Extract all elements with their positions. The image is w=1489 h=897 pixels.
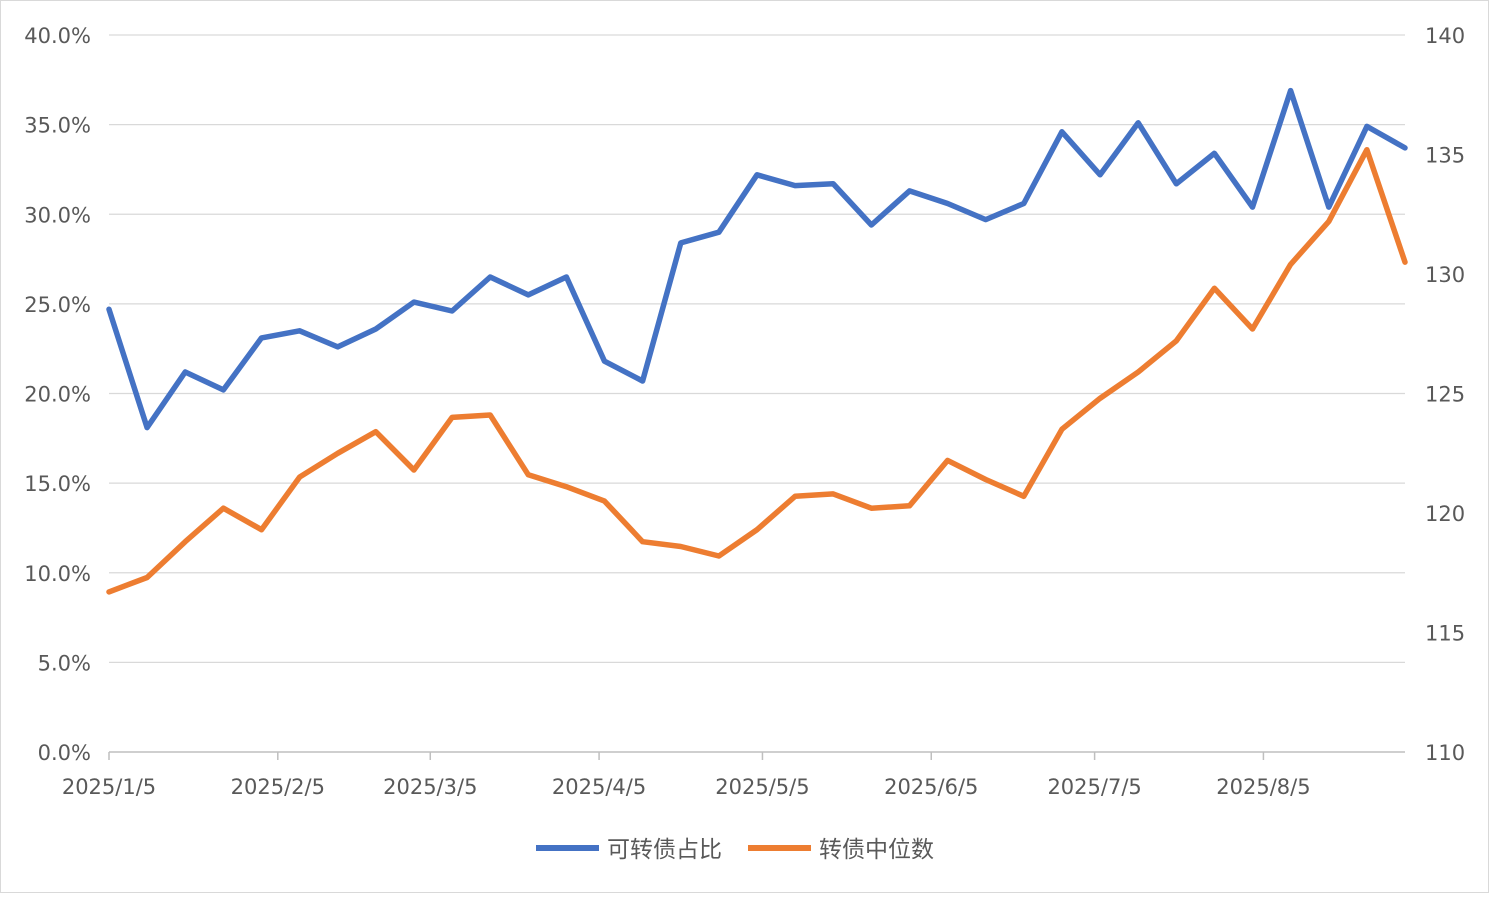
x-tick-label: 2025/4/5: [552, 775, 646, 799]
left-tick-label: 30.0%: [24, 203, 91, 227]
x-axis-ticks: 2025/1/5 2025/2/5 2025/3/5 2025/4/5 2025/5/5…: [62, 752, 1311, 799]
left-tick-label: 15.0%: [24, 472, 91, 496]
right-tick-label: 120: [1425, 502, 1465, 526]
right-tick-label: 130: [1425, 263, 1465, 287]
series-lines: [106, 87, 1408, 595]
left-axis-ticks: 0.0% 5.0% 10.0% 15.0% 20.0% 25.0% 30.0% 35.0% 40…: [24, 24, 91, 765]
series-line-convertible-share: [106, 87, 1408, 431]
right-tick-label: 140: [1425, 24, 1465, 48]
legend: 可转债占比 转债中位数: [536, 837, 934, 863]
x-tick-label: 2025/5/5: [715, 775, 809, 799]
x-tick-label: 2025/2/5: [231, 775, 325, 799]
left-tick-label: 35.0%: [24, 114, 91, 138]
right-axis-ticks: 110 115 120 125 130 135 140: [1425, 24, 1465, 765]
gridlines: [109, 34, 1405, 664]
right-tick-label: 115: [1425, 622, 1465, 646]
legend-label-convertible-share: 可转债占比: [607, 837, 722, 863]
left-tick-label: 20.0%: [24, 383, 91, 407]
x-tick-label: 2025/7/5: [1047, 775, 1141, 799]
x-tick-label: 2025/3/5: [383, 775, 477, 799]
left-tick-label: 25.0%: [24, 293, 91, 317]
left-tick-label: 5.0%: [38, 651, 91, 675]
x-tick-label: 2025/8/5: [1216, 775, 1310, 799]
series-line-median-price: [106, 146, 1408, 595]
legend-label-median-price: 转债中位数: [819, 837, 934, 863]
right-tick-label: 135: [1425, 144, 1465, 168]
x-tick-label: 2025/1/5: [62, 775, 156, 799]
left-tick-label: 10.0%: [24, 562, 91, 586]
left-tick-label: 40.0%: [24, 24, 91, 48]
left-tick-label: 0.0%: [38, 741, 91, 765]
right-tick-label: 110: [1425, 741, 1465, 765]
x-tick-label: 2025/6/5: [884, 775, 978, 799]
right-tick-label: 125: [1425, 383, 1465, 407]
